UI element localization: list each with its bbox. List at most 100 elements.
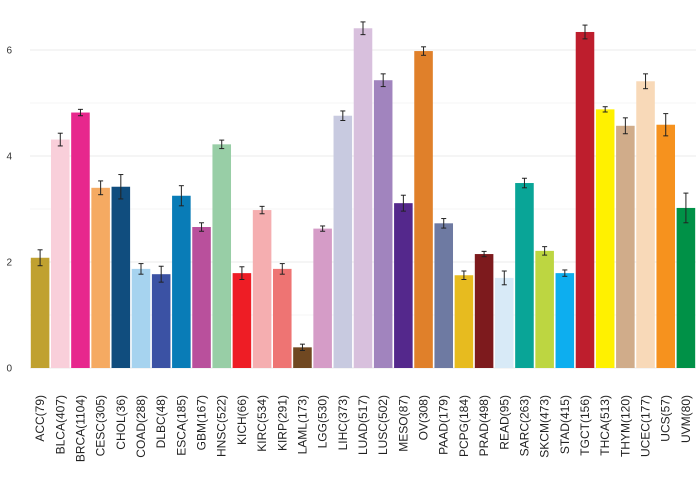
x-category-label: HNSC(522) [215, 395, 229, 457]
bar [91, 187, 110, 368]
x-category-label: LGG(530) [316, 395, 330, 448]
error-bar [37, 249, 43, 267]
x-category-label: LUSC(502) [376, 395, 390, 455]
y-tick-label: 4 [6, 152, 12, 163]
error-bar [400, 194, 406, 212]
bar [636, 81, 655, 369]
bar [293, 347, 312, 368]
x-category-label: PAAD(179) [437, 395, 451, 455]
error-bar [279, 263, 285, 275]
bar [232, 273, 252, 368]
x-category-label: KIRP(291) [275, 395, 289, 451]
error-bar [602, 106, 608, 113]
bar [616, 125, 635, 368]
x-category-label: KIRC(534) [255, 395, 269, 452]
x-category-label: GBM(167) [195, 395, 209, 450]
bar [555, 273, 575, 368]
bar [151, 274, 171, 368]
bar [373, 80, 393, 369]
x-category-label: LUAD(517) [356, 395, 370, 455]
x-category-label: SARC(263) [517, 395, 531, 456]
x-category-label: STAD(415) [558, 395, 572, 454]
error-bar [299, 343, 305, 352]
error-bar [320, 225, 326, 232]
x-category-label: DLBC(48) [154, 395, 168, 448]
y-axis-ticks: 0 2 4 6 [6, 46, 12, 375]
bar [313, 228, 332, 368]
bar [333, 115, 353, 368]
bar [131, 268, 151, 368]
bar [394, 203, 413, 368]
error-bar [57, 132, 63, 147]
bar [30, 257, 50, 368]
error-bar [98, 180, 104, 196]
y-tick-label: 2 [6, 258, 12, 269]
x-category-label: SKCM(473) [538, 395, 552, 458]
bar [434, 223, 454, 368]
bar [676, 207, 696, 368]
x-category-label: CESC(305) [94, 395, 108, 456]
error-bar [340, 110, 346, 121]
x-category-label: UVM(80) [679, 395, 693, 443]
error-bar [219, 139, 225, 150]
x-category-label: ACC(79) [33, 395, 47, 442]
error-bar [461, 270, 467, 280]
y-tick-label: 0 [6, 364, 12, 375]
bar [71, 112, 90, 368]
bar [414, 51, 433, 369]
bar [172, 195, 191, 368]
error-bar [481, 250, 487, 258]
bar [454, 275, 474, 368]
error-bar [582, 24, 588, 40]
bar [595, 109, 615, 369]
x-category-label: LAML(173) [295, 395, 309, 454]
bar [575, 31, 595, 368]
bar [353, 28, 373, 369]
error-bar [622, 117, 628, 135]
x-category-label: MESO(87) [396, 395, 410, 452]
x-category-label: LIHC(373) [336, 395, 350, 450]
bar [252, 210, 272, 368]
x-category-label: CHOL(36) [114, 395, 128, 450]
error-bar [138, 263, 144, 275]
x-category-label: UCS(57) [659, 395, 673, 442]
error-bar [421, 46, 427, 56]
bar [192, 227, 211, 368]
bar [515, 183, 534, 368]
x-category-label: READ(95) [497, 395, 511, 450]
error-bar [380, 73, 386, 88]
bar [50, 139, 70, 368]
error-bar [178, 185, 184, 207]
error-bars [37, 21, 689, 352]
y-tick-label: 6 [6, 46, 12, 57]
bar [272, 268, 292, 368]
error-bar [158, 265, 164, 283]
error-bar [521, 177, 527, 189]
x-category-label: KICH(66) [235, 395, 249, 445]
error-bar [683, 192, 689, 224]
x-category-label: COAD(288) [134, 395, 148, 458]
error-bar [441, 218, 447, 229]
bar [474, 254, 494, 368]
x-category-label: ESCA(185) [174, 395, 188, 456]
error-bar [199, 222, 205, 232]
error-bar [360, 21, 366, 36]
bar [494, 277, 514, 368]
x-category-label: UCEC(177) [639, 395, 653, 457]
error-bar [118, 174, 124, 200]
x-category-label: PRAD(498) [477, 395, 491, 456]
error-bar [542, 246, 548, 256]
x-axis-labels: ACC(79) BLCA(407) BRCA(1104) CESC(305) CHOL(… [33, 395, 693, 462]
error-bar [643, 73, 649, 90]
error-bar [77, 108, 83, 117]
error-bar [239, 266, 245, 280]
bar [656, 124, 676, 368]
x-category-label: TGCT(156) [578, 395, 592, 456]
bars [30, 28, 696, 369]
bar [535, 250, 554, 368]
bar [212, 144, 232, 368]
x-category-label: BRCA(1104) [73, 395, 87, 462]
error-bar [663, 113, 669, 137]
x-category-label: THCA(513) [598, 395, 612, 456]
